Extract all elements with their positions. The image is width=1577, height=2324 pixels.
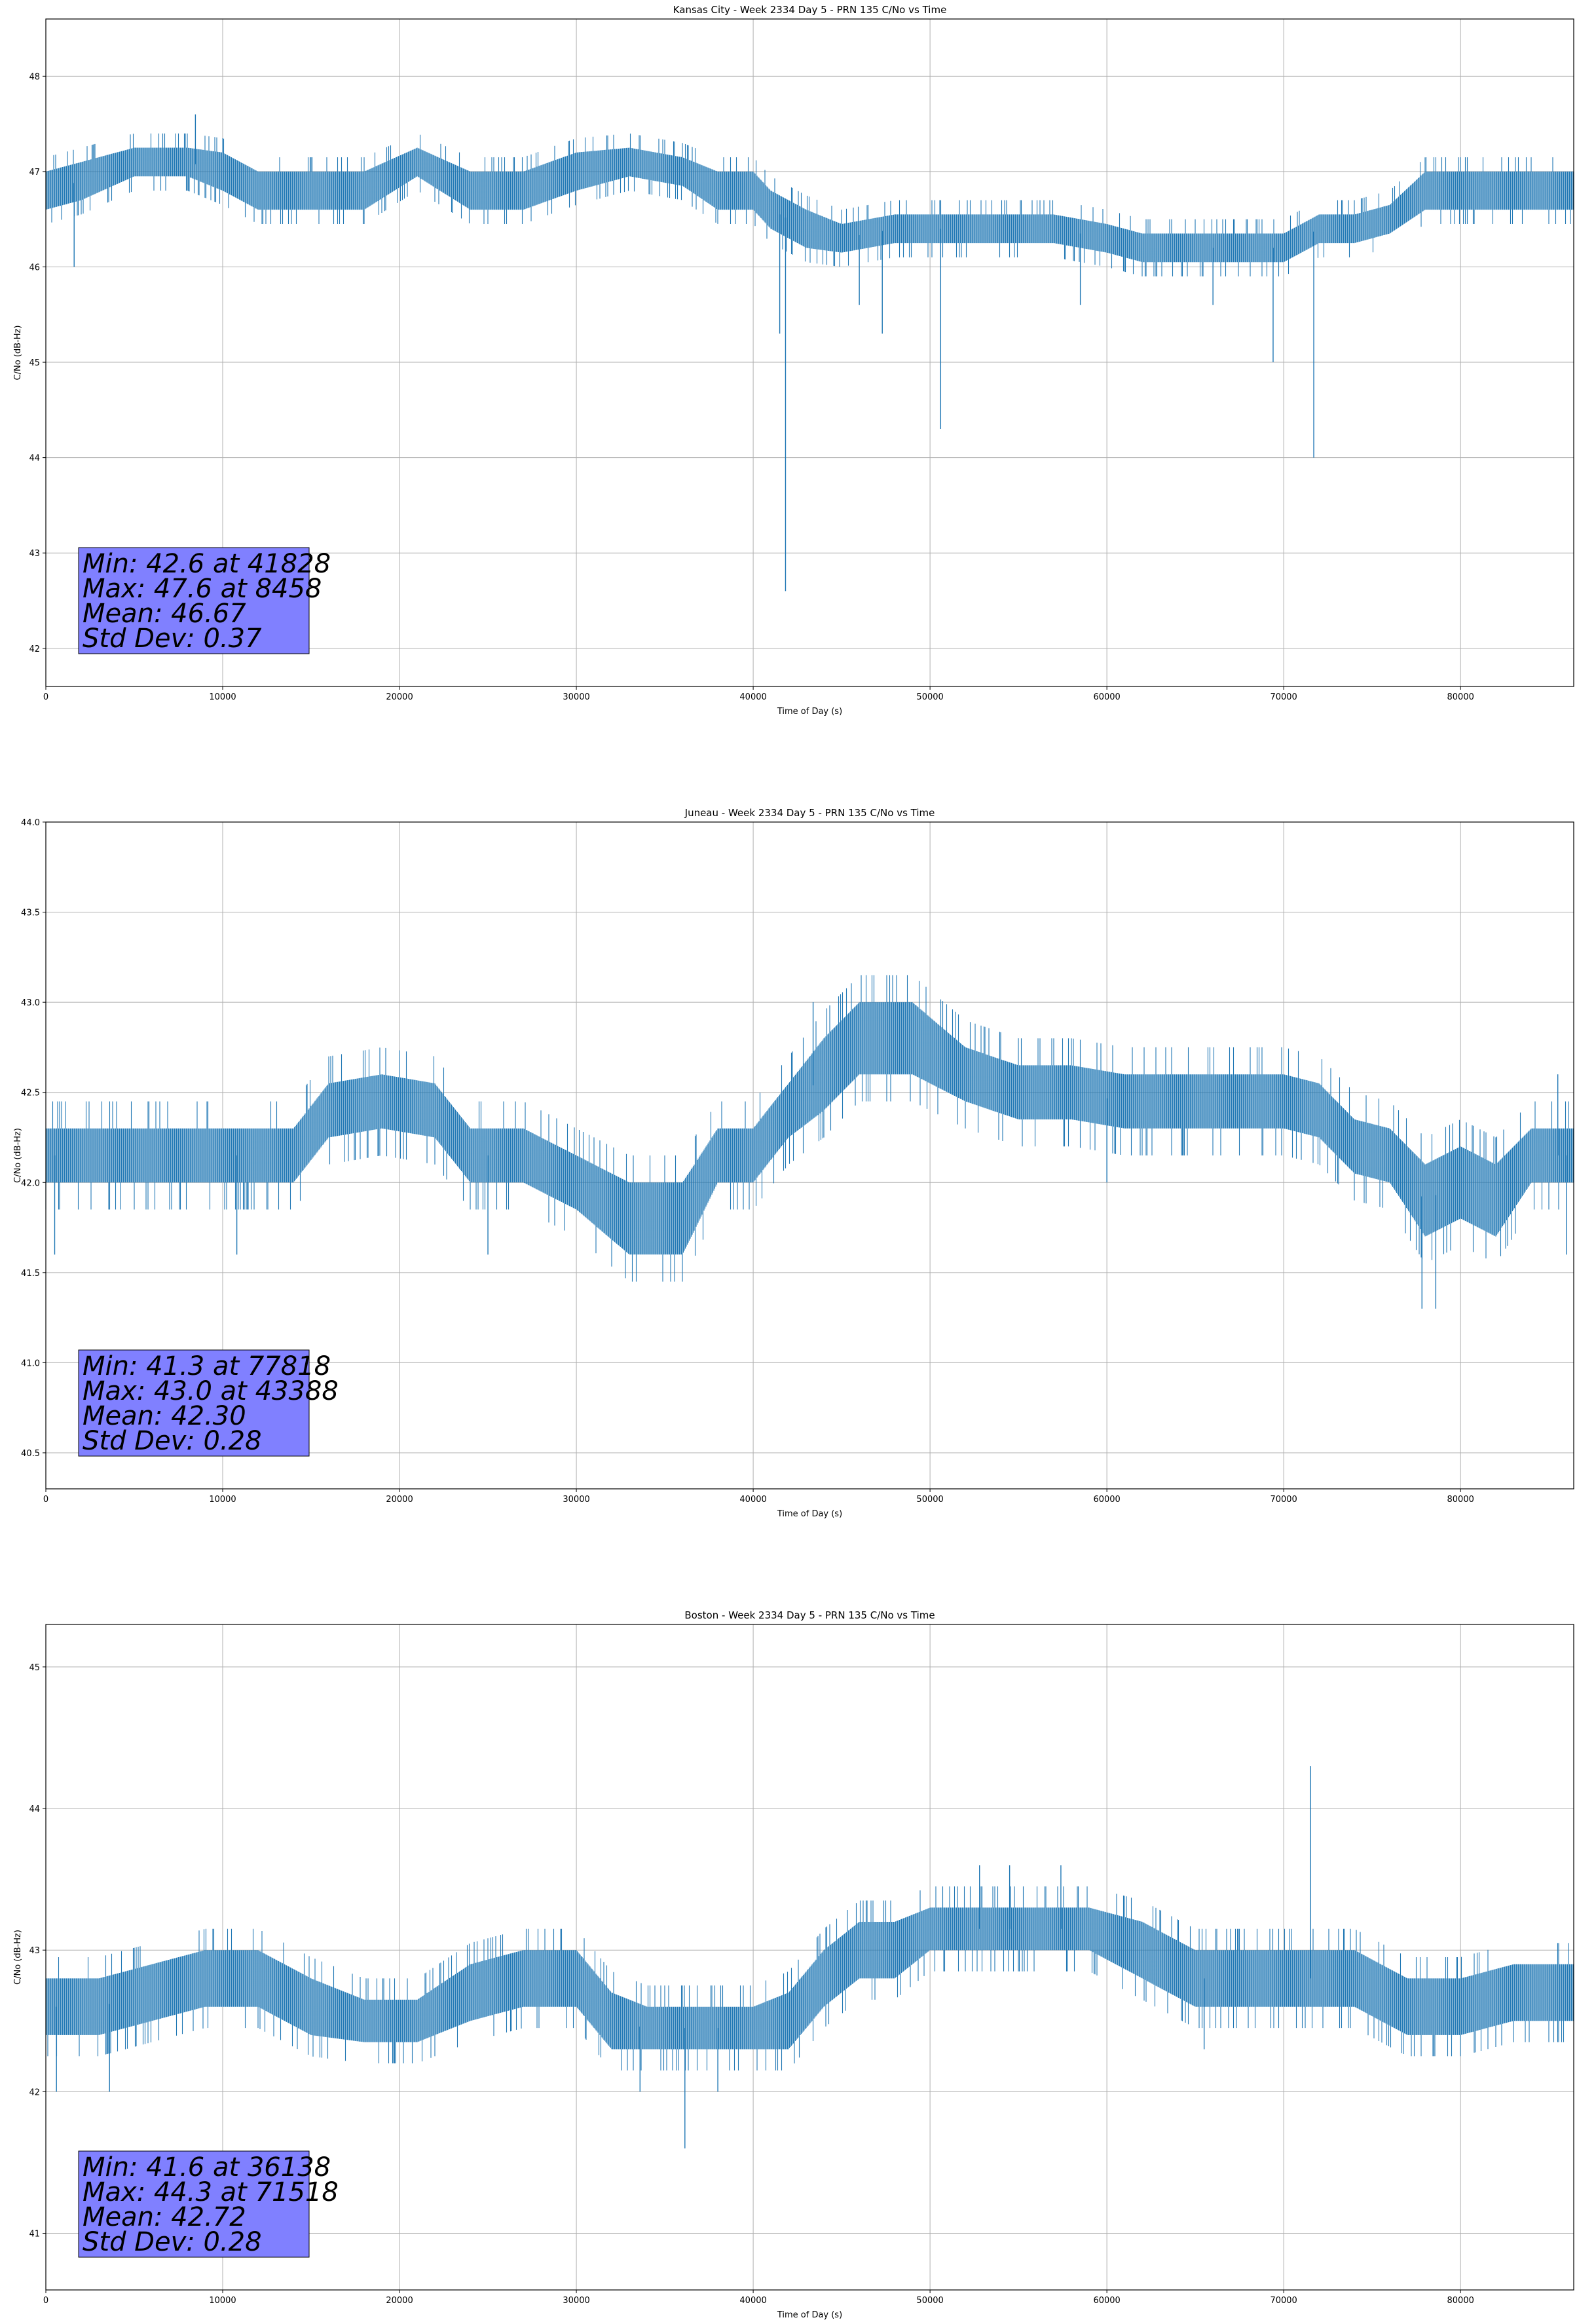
stats-annotation: Min: 41.3 at 77818 Max: 43.0 at 43388 Me… xyxy=(78,1349,339,1457)
x-tick-label: 10000 xyxy=(209,1495,236,1505)
axes-frame xyxy=(45,821,1574,1490)
stats-std-dev: Std Dev: 0.28 xyxy=(83,2227,262,2257)
x-tick-label: 30000 xyxy=(563,2296,589,2306)
x-tick-label: 60000 xyxy=(1093,1495,1120,1505)
y-axis-ticks: 40.5 41.0 41.5 42.0 42.5 43.0 43.5 44.0 xyxy=(21,818,46,1459)
x-tick-label: 30000 xyxy=(563,1495,589,1505)
y-tick-label: 42.5 xyxy=(21,1089,40,1098)
x-axis-ticks: 0 10000 20000 30000 40000 50000 60000 70000 8000… xyxy=(43,1489,1474,1505)
y-tick-label: 42 xyxy=(29,2088,40,2097)
x-tick-label: 10000 xyxy=(209,2296,236,2306)
x-tick-label: 80000 xyxy=(1447,1495,1474,1505)
y-axis-ticks: 41 42 43 44 45 xyxy=(29,1663,46,2240)
y-tick-label: 41.5 xyxy=(21,1269,40,1279)
y-axis-label: C/No (dB-Hz) xyxy=(13,326,23,381)
panel-boston: Boston - Week 2334 Day 5 - PRN 135 C/No … xyxy=(13,1609,1574,2320)
x-tick-label: 20000 xyxy=(386,2296,413,2306)
y-tick-label: 43 xyxy=(29,1946,40,1956)
x-tick-label: 0 xyxy=(43,1495,48,1505)
x-tick-label: 40000 xyxy=(739,2296,766,2306)
x-tick-label: 40000 xyxy=(739,692,766,702)
panel-title: Juneau - Week 2334 Day 5 - PRN 135 C/No … xyxy=(684,807,935,819)
y-axis-ticks: 42 43 44 45 46 47 48 xyxy=(29,72,46,654)
y-tick-label: 44 xyxy=(29,1805,40,1814)
y-tick-label: 45 xyxy=(29,358,40,368)
x-tick-label: 0 xyxy=(43,2296,48,2306)
y-tick-label: 44 xyxy=(29,454,40,464)
axes-frame xyxy=(45,1624,1574,2291)
stats-min: Min: 41.6 at 36138 xyxy=(83,2152,331,2183)
x-axis-ticks: 0 10000 20000 30000 40000 50000 60000 70000 8000… xyxy=(43,2290,1474,2306)
stats-std-dev: Std Dev: 0.37 xyxy=(83,624,262,654)
x-tick-label: 70000 xyxy=(1270,692,1297,702)
x-tick-label: 20000 xyxy=(386,692,413,702)
stats-max: Max: 43.0 at 43388 xyxy=(83,1376,339,1406)
stats-min: Min: 41.3 at 77818 xyxy=(83,1351,331,1381)
y-tick-label: 43.5 xyxy=(21,909,40,918)
x-tick-label: 20000 xyxy=(386,1495,413,1505)
x-tick-label: 30000 xyxy=(563,692,589,702)
grid xyxy=(46,1624,1574,2290)
y-tick-label: 41.0 xyxy=(21,1359,40,1368)
panel-title: Boston - Week 2334 Day 5 - PRN 135 C/No … xyxy=(684,1609,935,1621)
x-tick-label: 60000 xyxy=(1093,2296,1120,2306)
stats-std-dev: Std Dev: 0.28 xyxy=(83,1426,262,1456)
stats-annotation: Min: 42.6 at 41828 Max: 47.6 at 8458 Mea… xyxy=(78,547,331,654)
y-tick-label: 46 xyxy=(29,263,40,272)
x-tick-label: 80000 xyxy=(1447,692,1474,702)
x-tick-label: 50000 xyxy=(916,2296,943,2306)
plot-area xyxy=(45,1766,1574,2148)
x-tick-label: 0 xyxy=(43,692,48,702)
x-tick-label: 50000 xyxy=(916,692,943,702)
y-axis-label: C/No (dB-Hz) xyxy=(13,1930,23,1985)
x-tick-label: 80000 xyxy=(1447,2296,1474,2306)
x-tick-label: 70000 xyxy=(1270,1495,1297,1505)
x-axis-label: Time of Day (s) xyxy=(777,1509,842,1519)
stats-max: Max: 47.6 at 8458 xyxy=(83,574,322,604)
x-tick-label: 40000 xyxy=(739,1495,766,1505)
plot-area xyxy=(45,975,1574,1309)
stats-box xyxy=(78,547,310,654)
stats-box xyxy=(78,2150,310,2258)
y-tick-label: 47 xyxy=(29,168,40,178)
x-axis-label: Time of Day (s) xyxy=(777,2310,842,2320)
panel-title: Kansas City - Week 2334 Day 5 - PRN 135 … xyxy=(673,4,947,16)
y-tick-label: 42.0 xyxy=(21,1178,40,1188)
axes-frame xyxy=(45,18,1574,687)
plot-area xyxy=(45,114,1574,591)
grid xyxy=(46,19,1574,686)
stats-annotation: Min: 41.6 at 36138 Max: 44.3 at 71518 Me… xyxy=(78,2150,339,2258)
stats-mean: Mean: 46.67 xyxy=(83,599,246,629)
x-axis-label: Time of Day (s) xyxy=(777,707,842,717)
y-tick-label: 40.5 xyxy=(21,1449,40,1459)
stats-mean: Mean: 42.72 xyxy=(83,2202,246,2232)
y-tick-label: 48 xyxy=(29,72,40,82)
stats-box xyxy=(78,1349,310,1457)
y-tick-label: 43.0 xyxy=(21,998,40,1008)
x-tick-label: 50000 xyxy=(916,1495,943,1505)
x-tick-label: 10000 xyxy=(209,692,236,702)
y-tick-label: 44.0 xyxy=(21,818,40,828)
panel-juneau: Juneau - Week 2334 Day 5 - PRN 135 C/No … xyxy=(13,807,1574,1519)
x-tick-label: 60000 xyxy=(1093,692,1120,702)
x-tick-label: 70000 xyxy=(1270,2296,1297,2306)
panel-kansas-city: Kansas City - Week 2334 Day 5 - PRN 135 … xyxy=(13,4,1574,717)
y-tick-label: 41 xyxy=(29,2230,40,2240)
x-axis-ticks: 0 10000 20000 30000 40000 50000 60000 70000 8000… xyxy=(43,686,1474,702)
y-tick-label: 43 xyxy=(29,549,40,559)
y-tick-label: 45 xyxy=(29,1663,40,1673)
y-tick-label: 42 xyxy=(29,645,40,654)
y-axis-label: C/No (dB-Hz) xyxy=(13,1128,23,1183)
stats-min: Min: 42.6 at 41828 xyxy=(83,549,331,579)
stats-mean: Mean: 42.30 xyxy=(83,1401,246,1431)
stats-max: Max: 44.3 at 71518 xyxy=(83,2177,339,2207)
